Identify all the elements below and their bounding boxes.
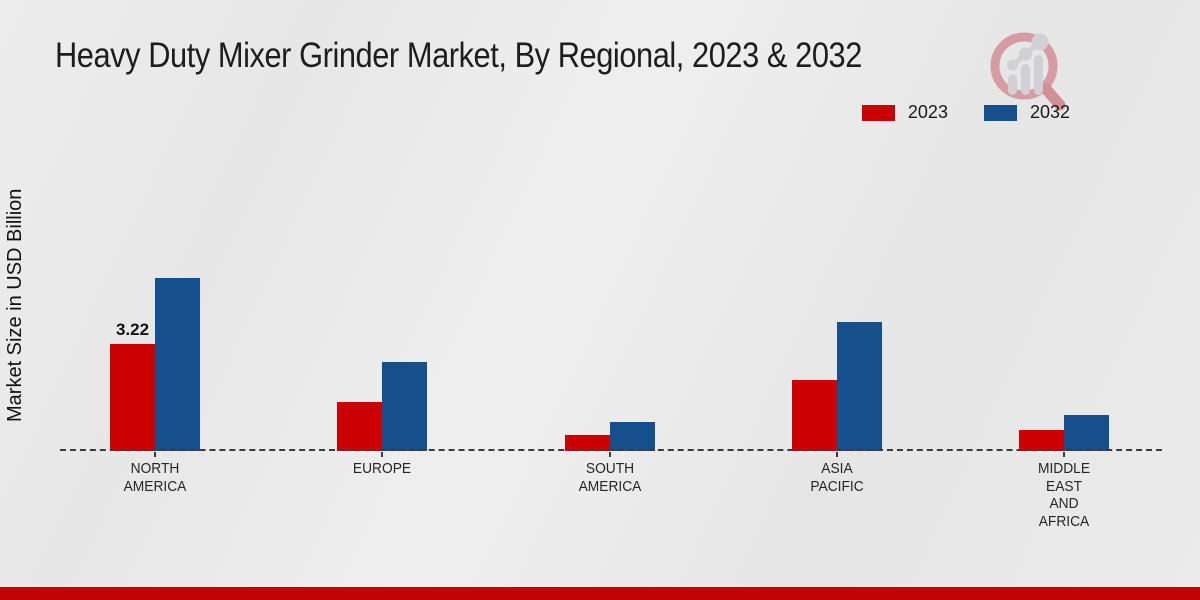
x-axis-tick-asia-pacific	[835, 452, 838, 457]
legend-swatch-2032-icon	[983, 104, 1017, 121]
value-label-2023-north-america: 3.22	[115, 320, 150, 339]
x-axis-tick-south-america	[608, 452, 611, 457]
x-axis-baseline	[60, 449, 1162, 451]
category-label-north-america: NORTH AMERICA	[123, 461, 187, 495]
category-label-south-america: SOUTH AMERICA	[578, 461, 641, 495]
legend-swatch-2023-icon	[861, 104, 895, 121]
x-axis-tick-middle-east-and-africa	[1063, 452, 1065, 457]
legend: 2023 2032	[0, 102, 1070, 123]
legend-label-2032: 2032	[1029, 102, 1070, 122]
category-label-asia-pacific: ASIA PACIFIC	[810, 461, 864, 495]
magnifier-bar-chart-logo-icon	[990, 32, 1066, 111]
bar-2023-europe	[337, 402, 383, 451]
category-label-middle-east-and-africa: MIDDLE EAST AND AFRICA	[1037, 461, 1091, 530]
bar-2032-europe	[382, 361, 428, 451]
chart-title: Heavy Duty Mixer Grinder Market, By Regi…	[55, 36, 862, 75]
bar-2032-asia-pacific	[836, 322, 882, 451]
x-axis-tick-europe	[381, 452, 384, 457]
footer-accent-bar	[0, 587, 1200, 600]
x-axis-tick-north-america	[154, 452, 156, 457]
legend-item-2023: 2023	[861, 102, 948, 123]
bar-2032-south-america	[609, 422, 655, 451]
bar-2032-middle-east-and-africa	[1064, 415, 1109, 451]
legend-label-2023: 2023	[907, 102, 948, 122]
legend-item-2032: 2032	[983, 102, 1070, 123]
bar-2032-north-america	[155, 277, 200, 451]
bar-2023-north-america	[110, 344, 155, 451]
bar-2023-asia-pacific	[791, 379, 837, 451]
bar-2023-middle-east-and-africa	[1019, 430, 1064, 451]
category-label-europe: EUROPE	[353, 461, 412, 477]
bar-2023-south-america	[564, 435, 610, 451]
